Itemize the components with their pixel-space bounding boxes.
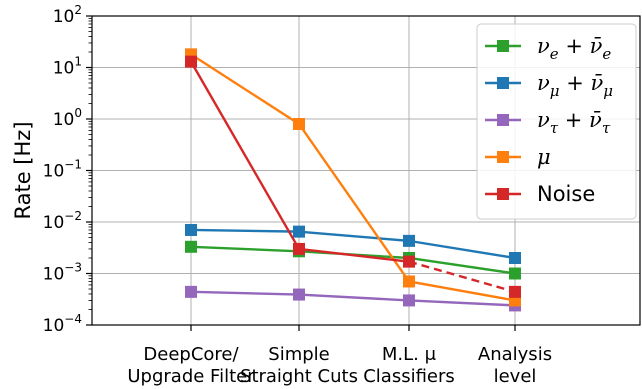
y-tick-label: 10−2	[43, 209, 82, 233]
data-point	[185, 285, 197, 298]
x-tick-label: DeepCore/Upgrade Filter	[127, 344, 255, 387]
y-tick-label: 10−3	[43, 261, 82, 285]
data-point	[509, 251, 521, 264]
y-tick-label: 10−1	[43, 158, 82, 182]
legend-box	[476, 23, 637, 220]
data-point	[185, 240, 197, 253]
y-axis: 102 101 100 10−1 10−2 10−3 10−4	[43, 3, 92, 336]
data-point	[293, 117, 305, 130]
series-line-segment	[408, 239, 516, 260]
series-line-segment	[189, 61, 301, 250]
legend-marker	[497, 40, 509, 52]
series-line-segment	[190, 53, 300, 125]
data-point	[403, 275, 415, 288]
legend-label: μ	[537, 145, 551, 169]
data-point	[509, 285, 521, 298]
series-line-segment	[190, 228, 300, 233]
legend-item: ντ + ν̄τ	[485, 108, 611, 137]
legend-item: νe + ν̄e	[485, 34, 611, 63]
series-line-segment	[190, 290, 300, 296]
data-point	[509, 267, 521, 280]
data-point	[293, 288, 305, 301]
series-2	[185, 285, 521, 312]
y-tick-label: 101	[53, 55, 82, 79]
legend-label: νe + ν̄e	[537, 34, 611, 63]
legend-marker	[497, 151, 509, 163]
legend-label: Noise	[537, 182, 595, 206]
series-3	[185, 48, 521, 307]
legend-item: μ	[485, 145, 551, 169]
series-line-segment	[408, 260, 516, 294]
legend-item: νμ + ν̄μ	[485, 71, 613, 100]
series-line-segment	[298, 230, 410, 243]
series-4	[185, 55, 521, 298]
series-line-segment	[408, 280, 516, 302]
series-1	[185, 223, 521, 264]
data-point	[403, 255, 415, 268]
data-point	[293, 242, 305, 255]
x-tick-label: Analysis level	[478, 344, 552, 387]
legend-label: ντ + ν̄τ	[537, 108, 611, 137]
series-line-segment	[190, 245, 300, 253]
data-point	[403, 234, 415, 247]
y-tick-label: 102	[53, 3, 82, 27]
legend-item: Noise	[485, 182, 595, 206]
x-tick-label: M.L. μ Classifiers	[363, 344, 455, 387]
series-line-segment	[408, 299, 516, 307]
legend-label: νμ + ν̄μ	[537, 71, 613, 100]
legend-marker	[497, 77, 509, 89]
series-line-segment	[298, 293, 410, 302]
data-point	[403, 294, 415, 307]
x-tick-label: Simple Straight Cuts	[240, 344, 358, 387]
legend-marker	[497, 114, 509, 126]
y-tick-label: 10−4	[43, 312, 82, 336]
y-axis-label: Rate [Hz]	[11, 121, 35, 219]
y-tick-label: 100	[53, 106, 82, 130]
series-line-segment	[298, 123, 410, 283]
legend-marker	[497, 188, 509, 200]
series-line-segment	[408, 256, 516, 275]
series-line-segment	[298, 247, 410, 263]
series-lines	[185, 48, 521, 312]
data-point	[185, 55, 197, 68]
data-point	[185, 223, 197, 236]
legend: νe + ν̄e νμ + ν̄μ ντ + ν̄τ μ Noise	[476, 23, 637, 220]
data-point	[293, 225, 305, 238]
